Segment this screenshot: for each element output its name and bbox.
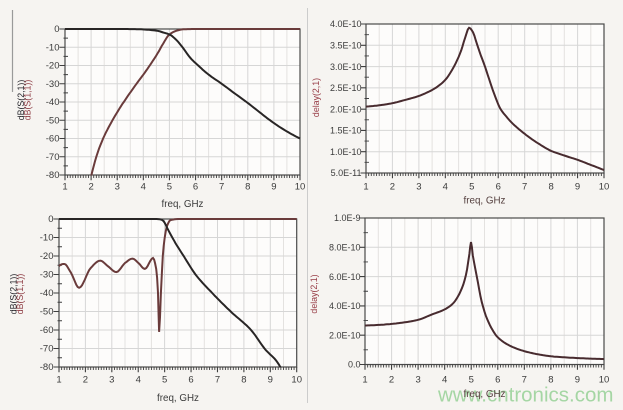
svg-text:-70: -70 (46, 152, 60, 163)
svg-text:-80: -80 (46, 170, 60, 181)
svg-text:0.0: 0.0 (348, 360, 361, 370)
svg-text:8: 8 (548, 375, 553, 386)
svg-text:-60: -60 (46, 134, 60, 145)
svg-text:10: 10 (599, 375, 610, 386)
svg-text:freq, GHz: freq, GHz (464, 389, 506, 400)
svg-text:5.0E-11: 5.0E-11 (331, 168, 362, 178)
svg-text:1.5E-10: 1.5E-10 (330, 126, 362, 136)
svg-text:8: 8 (241, 375, 246, 386)
svg-text:1: 1 (56, 375, 61, 386)
svg-text:-50: -50 (46, 115, 60, 126)
svg-text:-30: -30 (46, 79, 60, 90)
svg-text:-40: -40 (46, 97, 60, 108)
svg-text:dB(S(2,1)): dB(S(2,1)) (9, 274, 19, 315)
svg-text:0: 0 (48, 214, 53, 225)
svg-text:3: 3 (109, 375, 114, 386)
svg-text:5: 5 (469, 182, 474, 193)
svg-text:10: 10 (295, 182, 306, 193)
svg-text:-60: -60 (40, 325, 54, 336)
svg-text:2: 2 (389, 375, 394, 386)
svg-text:7: 7 (522, 375, 527, 386)
svg-text:8.0E-10: 8.0E-10 (329, 243, 361, 253)
svg-text:6: 6 (495, 375, 500, 386)
svg-text:6: 6 (496, 182, 501, 193)
svg-text:freq, GHz: freq, GHz (157, 393, 199, 404)
svg-text:delay(2,1): delay(2,1) (309, 274, 319, 313)
svg-text:4.0E-10: 4.0E-10 (330, 19, 362, 29)
svg-text:2: 2 (83, 375, 88, 386)
svg-text:2: 2 (390, 182, 395, 193)
svg-text:2.5E-10: 2.5E-10 (330, 83, 362, 93)
svg-text:dB(S(1,1)): dB(S(1,1)) (23, 80, 33, 121)
svg-text:-80: -80 (40, 362, 54, 373)
svg-text:2: 2 (88, 182, 93, 193)
svg-text:7: 7 (522, 182, 527, 193)
svg-text:3: 3 (115, 182, 120, 193)
svg-text:-50: -50 (40, 307, 54, 318)
svg-text:8: 8 (548, 182, 553, 193)
svg-text:6.0E-10: 6.0E-10 (329, 272, 361, 282)
svg-text:www.cntronics.com: www.cntronics.com (437, 384, 613, 407)
svg-text:4: 4 (443, 182, 448, 193)
svg-text:0: 0 (54, 24, 59, 35)
svg-text:3.0E-10: 3.0E-10 (330, 62, 362, 72)
svg-text:dB(S(1,1)): dB(S(1,1)) (15, 274, 25, 315)
svg-text:3: 3 (415, 375, 420, 386)
svg-text:9: 9 (575, 182, 580, 193)
svg-text:freq, GHz: freq, GHz (464, 196, 506, 207)
svg-text:3: 3 (416, 182, 421, 193)
svg-text:delay(2,1): delay(2,1) (311, 78, 321, 117)
svg-text:7: 7 (219, 182, 224, 193)
svg-text:10: 10 (599, 182, 610, 193)
svg-text:freq, GHz: freq, GHz (162, 199, 204, 210)
svg-text:6: 6 (188, 375, 193, 386)
svg-text:3.5E-10: 3.5E-10 (330, 40, 362, 50)
svg-text:9: 9 (268, 375, 273, 386)
svg-text:8: 8 (245, 182, 250, 193)
svg-text:2.0E-10: 2.0E-10 (329, 330, 361, 340)
svg-text:5: 5 (167, 182, 172, 193)
svg-text:-10: -10 (46, 42, 60, 53)
svg-text:-40: -40 (40, 288, 54, 299)
svg-text:-20: -20 (40, 251, 54, 262)
svg-text:6: 6 (193, 182, 198, 193)
svg-text:5: 5 (469, 375, 474, 386)
svg-text:-30: -30 (40, 270, 54, 281)
svg-text:1: 1 (62, 182, 67, 193)
svg-text:1.0E-10: 1.0E-10 (330, 147, 362, 157)
svg-text:1: 1 (363, 182, 368, 193)
svg-text:1.0E-9: 1.0E-9 (334, 213, 361, 223)
svg-text:2.0E-10: 2.0E-10 (330, 104, 362, 114)
svg-text:-20: -20 (46, 61, 60, 72)
svg-text:-70: -70 (40, 344, 54, 355)
svg-text:10: 10 (291, 375, 302, 386)
svg-text:4.0E-10: 4.0E-10 (329, 301, 361, 311)
svg-text:4: 4 (442, 375, 447, 386)
svg-text:4: 4 (136, 375, 141, 386)
svg-text:9: 9 (575, 375, 580, 386)
svg-text:4: 4 (141, 182, 146, 193)
svg-text:7: 7 (215, 375, 220, 386)
svg-text:1: 1 (362, 375, 367, 386)
svg-text:5: 5 (162, 375, 167, 386)
svg-text:9: 9 (271, 182, 276, 193)
svg-text:-10: -10 (40, 233, 54, 244)
svg-text:dB(S(2,1)): dB(S(2,1)) (16, 80, 26, 121)
